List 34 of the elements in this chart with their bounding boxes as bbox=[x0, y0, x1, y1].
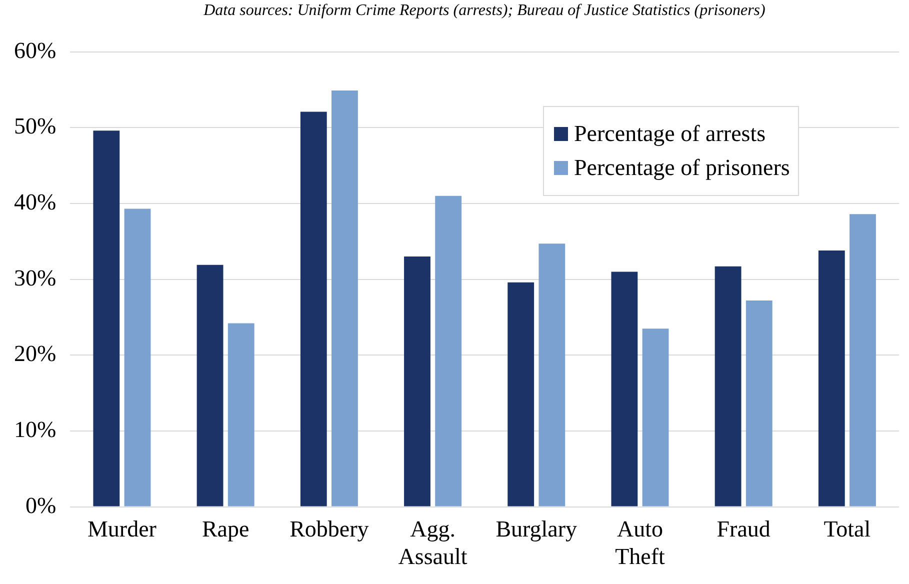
y-tick-label: 0% bbox=[25, 492, 56, 518]
y-tick-label: 30% bbox=[14, 265, 56, 290]
x-tick-label: Agg. Assault bbox=[398, 516, 468, 570]
bar bbox=[332, 90, 358, 506]
bar bbox=[93, 130, 120, 506]
x-tick-label: Fraud bbox=[716, 516, 771, 542]
y-tick-label: 60% bbox=[14, 38, 56, 63]
bar bbox=[228, 323, 254, 506]
bar bbox=[508, 282, 534, 506]
x-tick-label: Rape bbox=[202, 516, 250, 542]
bar bbox=[538, 244, 566, 506]
x-tick-label: Auto Theft bbox=[615, 516, 666, 570]
bar bbox=[300, 112, 327, 506]
bar bbox=[124, 208, 151, 506]
bar bbox=[404, 256, 430, 506]
legend-label: Percentage of arrests bbox=[574, 120, 766, 147]
legend-label: Percentage of prisoners bbox=[574, 154, 790, 181]
x-tick-label: Robbery bbox=[290, 516, 370, 542]
bar bbox=[746, 300, 772, 506]
bar bbox=[714, 266, 742, 506]
chart-subtitle: Data sources: Uniform Crime Reports (arrests); Bureau of Justice Statistics (prisoners) bbox=[202, 1, 766, 21]
y-tick-label: 40% bbox=[14, 190, 56, 215]
x-tick-label: Burglary bbox=[496, 516, 578, 542]
bar bbox=[196, 264, 224, 506]
x-tick-label: Murder bbox=[87, 516, 157, 542]
bar bbox=[642, 328, 669, 506]
x-tick-label: Total bbox=[824, 516, 871, 542]
bar bbox=[435, 196, 462, 506]
bar bbox=[611, 272, 638, 506]
y-tick-label: 50% bbox=[14, 114, 56, 139]
y-tick-label: 10% bbox=[14, 417, 56, 442]
y-tick-label: 20% bbox=[14, 341, 56, 366]
bar bbox=[818, 250, 845, 506]
bar bbox=[850, 214, 876, 506]
